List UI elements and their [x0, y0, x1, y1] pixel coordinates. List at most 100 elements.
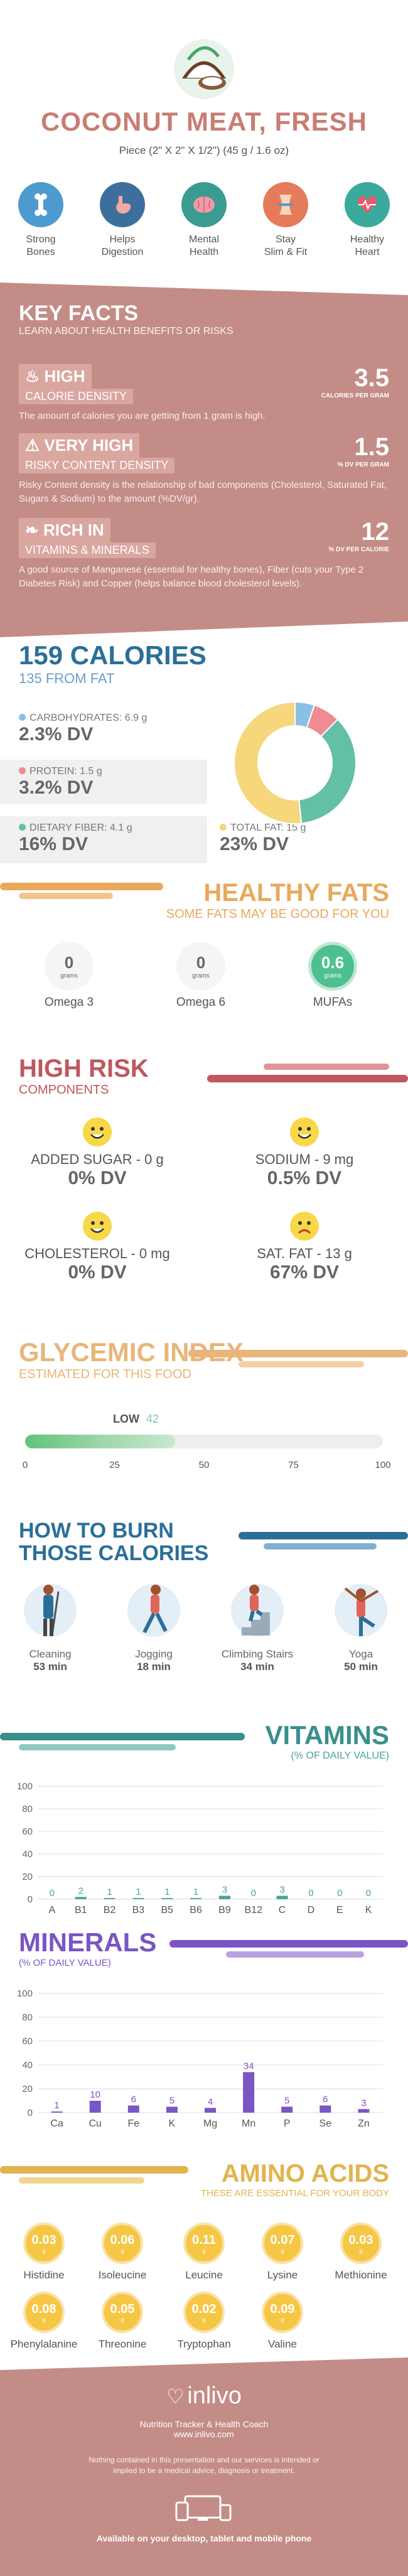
bar-value-label: 0	[251, 1888, 256, 1899]
nutrient-fiber: DIETARY FIBER: 4.1 g 16% DV	[19, 822, 132, 854]
x-tick-label: B6	[190, 1905, 202, 1916]
bar-value-label: 2	[78, 1885, 83, 1896]
x-tick-label: A	[49, 1905, 56, 1916]
amino-histidine: 0.03 g Histidine	[6, 2223, 82, 2282]
bar-value-label: 1	[54, 2100, 59, 2111]
y-tick-label: 40	[22, 1849, 33, 1860]
amino-stripes	[0, 2166, 188, 2184]
risk-sodium: SODIUM - 9 mg 0.5% DV	[226, 1118, 383, 1189]
x-tick-label: C	[279, 1905, 286, 1916]
key-facts-top-edge	[0, 276, 408, 295]
activity-cleaning: Cleaning 53 min	[6, 1576, 94, 1673]
burn-title-1: HOW TO BURN	[19, 1519, 174, 1543]
amino-threonine: 0.05 g Threonine	[85, 2292, 160, 2351]
benefit-slim-fit: Stay Slim & Fit	[245, 182, 326, 259]
fact-vitamins-minerals: ❧ RICH IN VITAMINS & MINERALS 12 % DV PE…	[19, 518, 389, 589]
vitamins-chart: 0 20 40 60 80 100 0 A 2 B1 1 B2 1 B3 1 B5 1 B6 3 B9 0 B12 3 C 0 D…	[17, 1781, 383, 1916]
bar-C	[276, 1895, 288, 1899]
footer-disclaimer: Nothing contained in this presentation a…	[89, 2455, 319, 2475]
y-tick-label: 0	[28, 1894, 33, 1905]
amino-methionine: 0.03 g Methionine	[323, 2223, 399, 2282]
fat-mufas: 0.6 grams MUFAs	[289, 942, 377, 1010]
protein-highlight	[0, 760, 207, 804]
minerals-chart: 0 20 40 60 80 100 1 Ca 10 Cu 6 Fe 5 K 4 Mg 34 Mn 5 P 6 Se 3 Zn	[17, 1988, 383, 2129]
high-risk-section: HIGH RISK COMPONENTS ADDED SUGAR - 0 g 0…	[0, 1036, 408, 1331]
x-tick-label: B1	[75, 1905, 87, 1916]
bar-value-label: 0	[50, 1888, 55, 1899]
glycemic-tick-label: 75	[288, 1460, 299, 1470]
y-tick-label: 80	[22, 2012, 33, 2023]
happy-face-icon	[83, 1118, 112, 1146]
serving-size: Piece (2" X 2" X 1/2") (45 g / 1.6 oz)	[119, 144, 289, 156]
vitamins-stripes	[0, 1733, 245, 1750]
x-tick-label: B12	[245, 1905, 263, 1916]
high-risk-subtitle: COMPONENTS	[19, 1083, 109, 1097]
happy-face-icon	[83, 1212, 112, 1241]
healthy-fats-stripes	[0, 883, 163, 899]
page-title: COCONUT MEAT, FRESH	[41, 107, 367, 136]
amino-leucine: 0.11 g Leucine	[166, 2223, 242, 2282]
y-tick-label: 20	[22, 2084, 33, 2094]
bar-value-label: 34	[244, 2061, 254, 2071]
calories-title: 159 CALORIES	[19, 640, 207, 670]
bar-value-label: 6	[323, 2094, 328, 2105]
bar-value-label: 10	[90, 2089, 100, 2100]
inlivo-logo-icon: ♡	[166, 2385, 185, 2408]
vitamins-title: VITAMINS	[265, 1720, 389, 1750]
healthy-fats-subtitle: SOME FATS MAY BE GOOD FOR YOU	[166, 907, 389, 921]
footer-top-edge	[0, 2351, 408, 2370]
bar-value-label: 1	[193, 1887, 198, 1897]
stomach-icon	[100, 182, 145, 227]
key-facts-subtitle: LEARN ABOUT HEALTH BENEFITS OR RISKS	[19, 326, 234, 337]
bar-value-label: 1	[136, 1887, 141, 1897]
amino-lysine: 0.07 g Lysine	[245, 2223, 320, 2282]
amino-valine: 0.09 g Valine	[245, 2292, 320, 2351]
glycemic-section: GLYCEMIC INDEX ESTIMATED FOR THIS FOOD L…	[0, 1325, 408, 1501]
footer-devices: Available on your desktop, tablet and mo…	[96, 2533, 312, 2543]
bar-B5	[161, 1898, 173, 1899]
amino-title: AMINO ACIDS	[221, 2160, 389, 2187]
footer-section: ♡ inlivo Nutrition Tracker & Health Coac…	[0, 2351, 408, 2576]
burn-stripes	[239, 1532, 408, 1549]
glycemic-tick-label: 0	[22, 1460, 28, 1470]
cleaning-icon	[24, 1584, 77, 1637]
x-tick-label: K	[365, 1905, 372, 1916]
leaf-icon: ❧	[25, 520, 39, 539]
fiber-highlight	[0, 816, 207, 863]
y-tick-label: 100	[17, 1781, 33, 1792]
x-tick-label: B5	[161, 1905, 173, 1916]
donut-slice-total-fat	[234, 701, 303, 824]
x-tick-label: E	[336, 1905, 343, 1916]
key-facts-section: KEY FACTS LEARN ABOUT HEALTH BENEFITS OR…	[0, 276, 408, 640]
glycemic-tick-label: 25	[109, 1460, 120, 1470]
benefits-row: Strong Bones Helps Digestion Mental Heal…	[0, 182, 408, 259]
bar-value-label: 1	[107, 1887, 112, 1897]
amino-isoleucine: 0.06 g Isoleucine	[85, 2223, 160, 2282]
bar-Mn	[243, 2072, 255, 2113]
footer-url[interactable]: www.inlivo.com	[174, 2429, 234, 2439]
glycemic-fill	[25, 1435, 176, 1448]
healthy-fats-section: HEALTHY FATS SOME FATS MAY BE GOOD FOR Y…	[0, 879, 408, 1036]
fats-row: 0 grams Omega 3 0 grams Omega 6 0.6 grams M…	[25, 942, 377, 1010]
bar-value-label: 5	[284, 2096, 289, 2106]
key-facts-bottom-edge	[0, 622, 408, 640]
amino-phenylalanine: 0.08 g Phenylalanine	[6, 2292, 82, 2351]
bar-B3	[132, 1898, 144, 1899]
y-tick-label: 60	[22, 1826, 33, 1837]
x-tick-label: D	[308, 1905, 315, 1916]
x-tick-label: Se	[319, 2118, 332, 2129]
x-tick-label: P	[284, 2118, 291, 2129]
bar-value-label: 3	[361, 2098, 366, 2108]
nutrient-carbohydrates: CARBOHYDRATES: 6.9 g 2.3% DV	[19, 713, 148, 745]
bar-value-label: 3	[279, 1885, 284, 1895]
benefit-helps-digestion: Helps Digestion	[82, 182, 163, 259]
minerals-section: MINERALS (% OF DAILY VALUE) 0 20 40 60 80 100…	[0, 1927, 408, 2141]
header-section: COCONUT MEAT, FRESH Piece (2" X 2" X 1/2…	[0, 0, 408, 276]
calories-from-fat: 135 FROM FAT	[19, 671, 115, 686]
activity-climbing-stairs: Climbing Stairs 34 min	[213, 1576, 301, 1673]
burn-section: HOW TO BURN THOSE CALORIES Cleaning 53 m…	[0, 1507, 408, 1720]
activity-yoga: Yoga 50 min	[317, 1576, 405, 1673]
key-facts-title: KEY FACTS	[19, 301, 139, 325]
vitamins-section: VITAMINS (% OF DAILY VALUE) 0 20 40 60 80 100…	[0, 1720, 408, 1927]
fact-risky-content: ⚠ VERY HIGH RISKY CONTENT DENSITY 1.5 % …	[19, 433, 389, 504]
